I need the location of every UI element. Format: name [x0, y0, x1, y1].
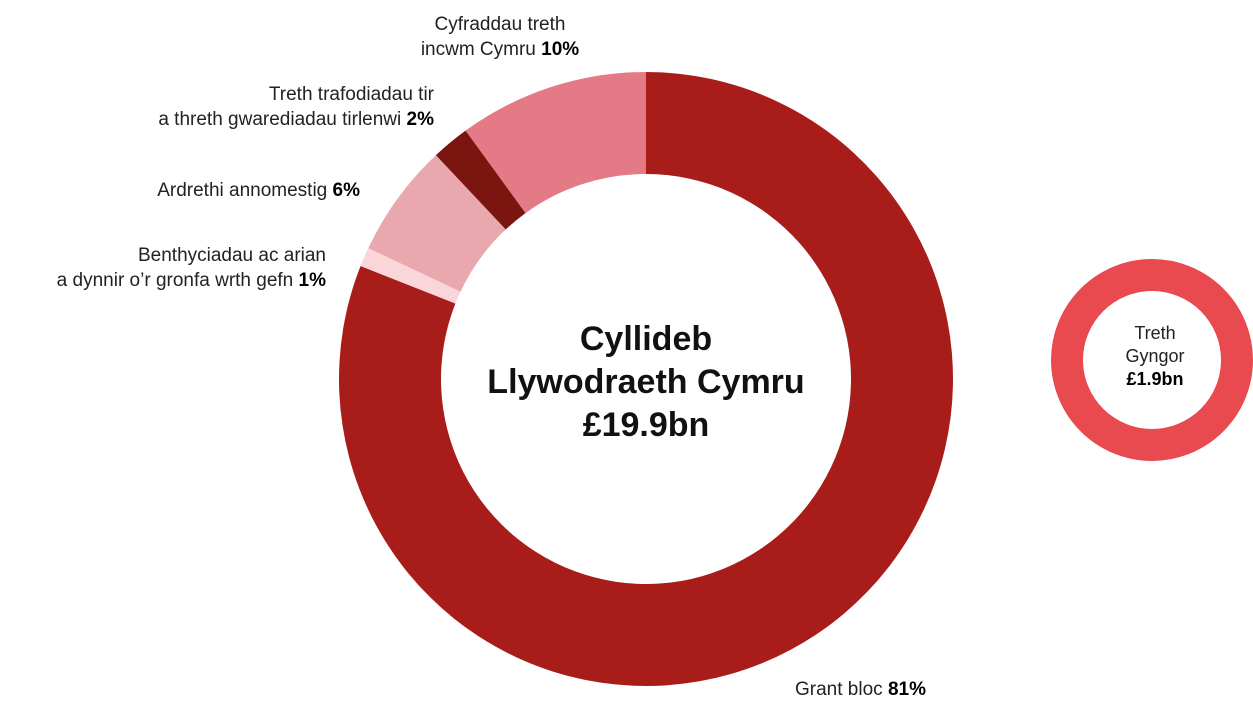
slice-label-block-grant: Grant bloc 81% [795, 677, 926, 702]
slice-label-line: a dynnir o’r gronfa wrth gefn [56, 270, 294, 291]
center-label-line: Treth [1134, 323, 1176, 343]
slice-label-non-domestic-rates: Ardrethi annomestig 6% [60, 178, 360, 203]
center-label-total: £19.9bn [582, 406, 710, 444]
council-tax-center-label: Treth Gyngor £1.9bn [1100, 322, 1210, 391]
slice-value-label: 2% [406, 109, 434, 130]
slice-label-borrowing-reserves: Benthyciadau ac arian a dynnir o’r gronf… [0, 243, 326, 293]
center-label-line: Gyngor [1125, 346, 1185, 366]
slice-label-line: Ardrethi annomestig [157, 180, 328, 201]
slice-label-land-transaction-tax: Treth trafodiadau tir a threth gwarediad… [40, 82, 434, 132]
slice-label-line: Grant bloc [795, 679, 883, 700]
slice-value-label: 1% [298, 270, 326, 291]
donut-slice [368, 155, 506, 292]
slice-label-line: Treth trafodiadau tir [268, 84, 434, 105]
center-label-line: Llywodraeth Cymru [487, 363, 805, 401]
slice-value-label: 81% [887, 679, 926, 700]
slice-label-line: Cyfraddau treth [434, 14, 566, 35]
slice-label-welsh-income-tax: Cyfraddau treth incwm Cymru 10% [380, 12, 620, 62]
donut-slice [360, 248, 461, 304]
center-label-line: Cyllideb [579, 320, 713, 358]
slice-label-line: a threth gwarediadau tirlenwi [158, 109, 402, 130]
donut-slice [1051, 259, 1253, 461]
slice-value-label: 6% [332, 180, 360, 201]
donut-slice [465, 72, 646, 214]
center-label-total: £1.9bn [1126, 369, 1184, 389]
donut-slice [435, 130, 526, 230]
slice-value-label: 10% [541, 39, 580, 60]
slice-label-line: Benthyciadau ac arian [137, 245, 326, 266]
slice-label-line: incwm Cymru [420, 39, 536, 60]
donut-slice [339, 72, 954, 686]
main-donut-center-label: Cyllideb Llywodraeth Cymru £19.9bn [441, 318, 851, 447]
